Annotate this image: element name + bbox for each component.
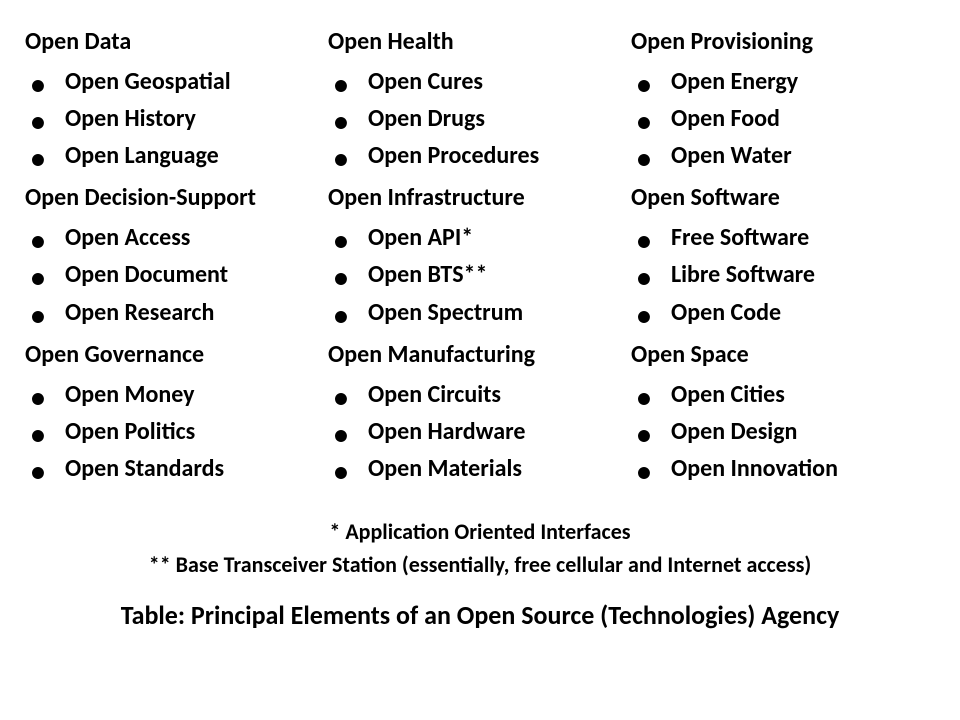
group-list: Free Software Libre Software Open Code	[631, 219, 934, 331]
page-container: Open Data Open Geospatial Open History O…	[0, 0, 960, 641]
group-heading: Open Health	[328, 28, 631, 57]
table-title: Table: Principal Elements of an Open Sou…	[25, 599, 935, 631]
footnotes: * Application Oriented Interfaces ** Bas…	[25, 515, 935, 581]
list-item: Free Software	[631, 219, 934, 256]
list-item: Open Cures	[328, 63, 631, 100]
group-heading: Open Infrastructure	[328, 184, 631, 213]
list-item: Open Drugs	[328, 100, 631, 137]
group-list: Open Cities Open Design Open Innovation	[631, 376, 934, 488]
list-item: Libre Software	[631, 256, 934, 293]
list-item: Open Language	[25, 137, 328, 174]
group-list: Open Money Open Politics Open Standards	[25, 376, 328, 488]
list-item: Open Energy	[631, 63, 934, 100]
list-item: Open Hardware	[328, 413, 631, 450]
list-item: Open Water	[631, 137, 934, 174]
column-1: Open Data Open Geospatial Open History O…	[25, 28, 328, 497]
list-item: Open Cities	[631, 376, 934, 413]
list-item: Open Access	[25, 219, 328, 256]
group-list: Open Circuits Open Hardware Open Materia…	[328, 376, 631, 488]
group-heading: Open Manufacturing	[328, 341, 631, 370]
list-item: Open API*	[328, 219, 631, 256]
list-item: Open Procedures	[328, 137, 631, 174]
list-item: Open Politics	[25, 413, 328, 450]
column-2: Open Health Open Cures Open Drugs Open P…	[328, 28, 631, 497]
column-3: Open Provisioning Open Energy Open Food …	[631, 28, 934, 497]
list-item: Open Standards	[25, 450, 328, 487]
list-item: Open Circuits	[328, 376, 631, 413]
group-heading: Open Provisioning	[631, 28, 934, 57]
columns-wrapper: Open Data Open Geospatial Open History O…	[25, 28, 935, 497]
list-item: Open Design	[631, 413, 934, 450]
list-item: Open Geospatial	[25, 63, 328, 100]
group-list: Open Cures Open Drugs Open Procedures	[328, 63, 631, 175]
group-heading: Open Governance	[25, 341, 328, 370]
list-item: Open Food	[631, 100, 934, 137]
group-list: Open Geospatial Open History Open Langua…	[25, 63, 328, 175]
list-item: Open BTS**	[328, 256, 631, 293]
list-item: Open Code	[631, 294, 934, 331]
group-list: Open Access Open Document Open Research	[25, 219, 328, 331]
list-item: Open Research	[25, 294, 328, 331]
list-item: Open Innovation	[631, 450, 934, 487]
list-item: Open Document	[25, 256, 328, 293]
list-item: Open Materials	[328, 450, 631, 487]
footnote-2: ** Base Transceiver Station (essentially…	[25, 548, 935, 581]
group-heading: Open Data	[25, 28, 328, 57]
list-item: Open History	[25, 100, 328, 137]
group-list: Open API* Open BTS** Open Spectrum	[328, 219, 631, 331]
footnote-1: * Application Oriented Interfaces	[25, 515, 935, 548]
group-heading: Open Space	[631, 341, 934, 370]
list-item: Open Money	[25, 376, 328, 413]
group-heading: Open Decision-Support	[25, 184, 328, 213]
group-list: Open Energy Open Food Open Water	[631, 63, 934, 175]
group-heading: Open Software	[631, 184, 934, 213]
list-item: Open Spectrum	[328, 294, 631, 331]
